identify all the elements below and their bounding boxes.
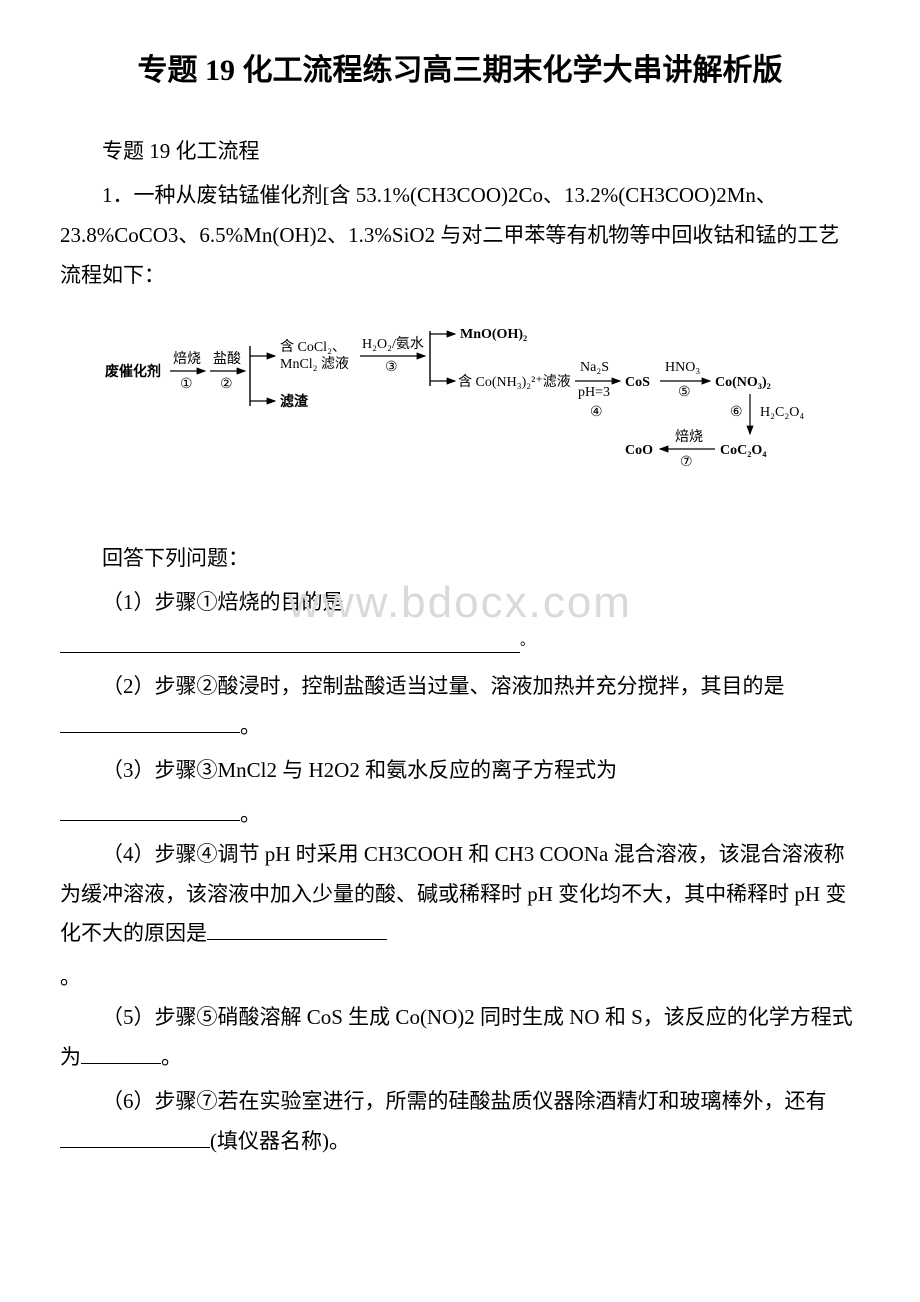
label-step1-num: ①	[180, 377, 193, 392]
label-step5-top: HNO₃	[665, 360, 700, 375]
label-step7-num: ⑦	[680, 455, 693, 470]
sub-heading: 专题 19 化工流程	[60, 132, 860, 172]
label-cos: CoS	[625, 375, 650, 390]
q1-6-text: （6）步骤⑦若在实验室进行，所需的硅酸盐质仪器除酒精灯和玻璃棒外，还有	[102, 1089, 827, 1113]
page-title: 专题 19 化工流程练习高三期末化学大串讲解析版	[60, 50, 860, 92]
label-step2-top: 盐酸	[213, 351, 241, 367]
question-1-5: （5）步骤⑤硝酸溶解 CoS 生成 Co(NO)2 同时生成 NO 和 S，该反…	[60, 998, 860, 1078]
question-1-6: （6）步骤⑦若在实验室进行，所需的硅酸盐质仪器除酒精灯和玻璃棒外，还有 (填仪器名…	[60, 1082, 860, 1162]
label-step7-top: 焙烧	[675, 429, 703, 445]
label-step3-top: H₂O₂/氨水	[362, 336, 424, 352]
label-step6-num: ⑥	[730, 405, 743, 420]
q1-4-text: （4）步骤④调节 pH 时采用 CH3COOH 和 CH3 COONa 混合溶液…	[60, 842, 846, 946]
label-final: CoO	[625, 443, 653, 458]
label-step4-num: ④	[590, 405, 603, 420]
flow-diagram: 废催化剂 焙烧 ① 盐酸 ② 含 CoCl₂、 MnCl₂ 滤液 滤渣 H₂O₂…	[100, 316, 820, 520]
label-step4-top: Na₂S	[580, 360, 609, 375]
question-1-1-blank: 。	[60, 627, 860, 667]
label-branch-top1: 含 CoCl₂、	[280, 339, 346, 355]
label-coc2o4: CoC₂O₄	[720, 443, 767, 458]
label-branch-top2: MnCl₂ 滤液	[280, 356, 349, 372]
question-1-intro: 1．一种从废钴锰催化剂[含 53.1%(CH3COO)2Co、13.2%(CH3…	[60, 176, 860, 296]
question-1-3-blank: 。	[60, 795, 860, 835]
blank-line	[207, 917, 387, 940]
label-branch-bottom: 滤渣	[280, 393, 309, 410]
blank-line	[60, 1125, 210, 1148]
label-out-top: MnO(OH)₂	[460, 327, 527, 342]
answer-prompt: 回答下列问题：	[60, 539, 860, 579]
label-out-mid: 含 Co(NH₃)₂²⁺滤液	[458, 374, 571, 390]
period: 。	[60, 965, 81, 989]
question-1-4: （4）步骤④调节 pH 时采用 CH3COOH 和 CH3 COONa 混合溶液…	[60, 835, 860, 955]
period: 。	[240, 802, 261, 826]
label-step6-side: H₂C₂O₄	[760, 405, 804, 420]
period: 。	[161, 1045, 182, 1069]
label-step5-num: ⑤	[678, 385, 691, 400]
label-step2-num: ②	[220, 377, 233, 392]
question-1-3: （3）步骤③MnCl2 与 H2O2 和氨水反应的离子方程式为	[60, 751, 860, 791]
q1-3-text: （3）步骤③MnCl2 与 H2O2 和氨水反应的离子方程式为	[102, 758, 617, 782]
q1-2-text: （2）步骤②酸浸时，控制盐酸适当过量、溶液加热并充分搅拌，其目的是	[102, 674, 785, 698]
label-step3-num: ③	[385, 360, 398, 375]
period: 。	[240, 714, 261, 738]
label-cono: Co(NO₃)₂	[715, 375, 771, 390]
label-step1-top: 焙烧	[173, 351, 201, 367]
blank-line	[60, 630, 520, 653]
question-1-1: （1）步骤①焙烧的目的是	[60, 583, 860, 623]
question-1-4-period: 。	[60, 958, 860, 998]
question-1-2: （2）步骤②酸浸时，控制盐酸适当过量、溶液加热并充分搅拌，其目的是。	[60, 667, 860, 747]
blank-line	[81, 1041, 161, 1064]
q1-1-text: （1）步骤①焙烧的目的是	[102, 590, 344, 614]
period: 。	[520, 634, 534, 649]
blank-line	[60, 710, 240, 733]
label-step4-bot: pH=3	[578, 385, 610, 400]
blank-line	[60, 798, 240, 821]
label-start: 废催化剂	[105, 363, 161, 380]
q1-6-suffix: (填仪器名称)。	[210, 1129, 350, 1153]
